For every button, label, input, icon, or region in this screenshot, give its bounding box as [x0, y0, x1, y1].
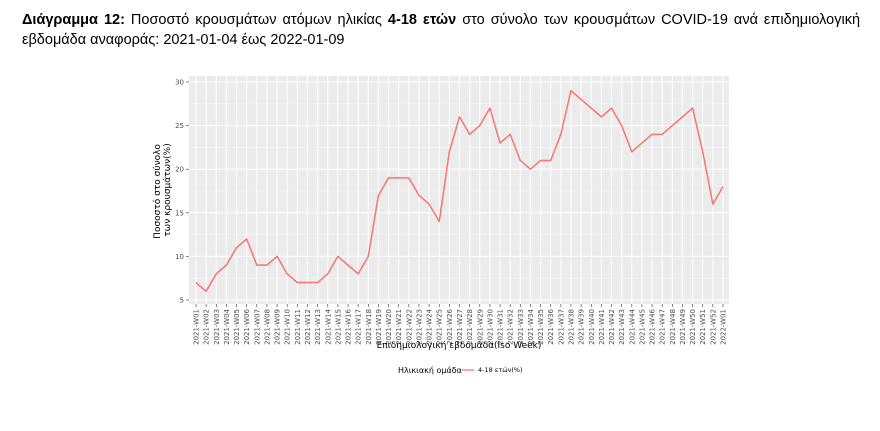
legend-entry-label: 4-18 ετών(%)	[478, 366, 523, 374]
x-tick-label: 2021-W19	[375, 309, 383, 345]
x-tick-label: 2021-W44	[628, 308, 636, 344]
x-tick-label: 2021-W15	[334, 309, 342, 345]
x-tick-label: 2021-W43	[618, 309, 626, 345]
x-axis-ticks: 2021-W01 2021-W02 2021-W03 2021-W04 2021-W05…	[193, 304, 728, 345]
x-tick-label: 2021-W24	[426, 308, 434, 344]
x-tick-label: 2022-W01	[720, 309, 728, 345]
caption-age-group: 4-18 ετών	[387, 12, 457, 28]
x-tick-label: 2021-W35	[537, 309, 545, 345]
legend: Ηλικιακή ομάδα 4-18 ετών(%)	[398, 366, 523, 375]
x-tick-label: 2021-W23	[415, 309, 423, 345]
caption-lead: Διάγραμμα 12:	[22, 12, 125, 28]
y-axis-ticks: 5 10 15 20 25 30	[175, 79, 189, 305]
figure-caption: Διάγραμμα 12: Ποσοστό κρουσμάτων ατόμων …	[22, 10, 860, 50]
x-tick-label: 2021-W28	[466, 309, 474, 345]
x-tick-label: 2021-W04	[223, 308, 231, 344]
y-tick-label: 20	[175, 166, 184, 174]
x-tick-label: 2021-W02	[203, 309, 211, 345]
x-tick-label: 2021-W17	[355, 309, 363, 345]
series-line	[195, 89, 724, 293]
x-tick-label: 2021-W18	[365, 309, 373, 345]
x-axis-title: Επιδημιολογική εβδομάδα(Iso Week)	[377, 341, 542, 351]
x-tick-label: 2021-W30	[486, 309, 494, 345]
x-tick-label: 2021-W12	[304, 309, 312, 345]
x-tick-label: 2021-W40	[588, 309, 596, 345]
x-tick-label: 2021-W51	[699, 309, 707, 345]
legend-title: Ηλικιακή ομάδα	[398, 366, 462, 375]
x-tick-label: 2021-W22	[405, 309, 413, 345]
x-tick-label: 2021-W20	[385, 309, 393, 345]
x-tick-label: 2021-W03	[213, 309, 221, 345]
y-tick-label: 5	[180, 297, 184, 305]
x-tick-label: 2021-W39	[578, 309, 586, 345]
y-axis-title-line-2: των κρουσμάτων(%)	[163, 143, 173, 237]
x-tick-label: 2021-W37	[557, 309, 565, 345]
y-tick-label: 10	[175, 253, 184, 261]
grid-lines	[189, 76, 729, 304]
y-axis-title: Ποσοστό στο σύνολο των κρουσμάτων(%)	[152, 141, 173, 239]
y-tick-label: 30	[175, 79, 184, 87]
x-tick-label: 2021-W49	[679, 309, 687, 345]
x-tick-label: 2021-W31	[497, 309, 505, 345]
x-tick-label: 2021-W52	[709, 309, 717, 345]
x-tick-label: 2021-W45	[638, 309, 646, 345]
x-tick-label: 2021-W25	[436, 309, 444, 345]
x-tick-label: 2021-W16	[345, 308, 353, 344]
x-tick-label: 2021-W33	[517, 309, 525, 345]
x-tick-label: 2021-W48	[669, 309, 677, 345]
x-tick-label: 2021-W41	[598, 309, 606, 345]
series-group	[195, 89, 724, 293]
x-tick-label: 2021-W14	[324, 308, 332, 344]
y-tick-label: 25	[175, 122, 184, 130]
x-tick-label: 2021-W34	[527, 308, 535, 344]
x-tick-label: 2021-W29	[476, 309, 484, 345]
x-tick-label: 2021-W05	[233, 309, 241, 345]
caption-text-2: στο σύνολο των κρουσμάτων COVID-19 ανά ε…	[22, 12, 861, 48]
x-tick-label: 2021-W47	[659, 309, 667, 345]
x-tick-label: 2021-W13	[314, 309, 322, 345]
y-axis-title-line-1: Ποσοστό στο σύνολο	[152, 144, 163, 239]
x-tick-label: 2021-W21	[395, 309, 403, 345]
x-tick-label: 2021-W09	[274, 309, 282, 345]
x-tick-label: 2021-W01	[193, 309, 201, 345]
x-tick-label: 2021-W08	[263, 309, 271, 345]
x-tick-label: 2021-W36	[547, 308, 555, 344]
x-tick-label: 2021-W10	[284, 309, 292, 345]
x-tick-label: 2021-W11	[294, 309, 302, 345]
x-tick-label: 2021-W38	[567, 309, 575, 345]
caption-text-1: Ποσοστό κρουσμάτων ατόμων ηλικίας	[124, 12, 388, 28]
x-tick-label: 2021-W06	[243, 308, 251, 344]
x-tick-label: 2021-W27	[456, 309, 464, 345]
x-tick-label: 2021-W50	[689, 309, 697, 345]
x-tick-label: 2021-W32	[507, 309, 515, 345]
y-tick-label: 15	[175, 209, 184, 217]
x-tick-label: 2021-W26	[446, 308, 454, 344]
x-tick-label: 2021-W42	[608, 309, 616, 345]
x-tick-label: 2021-W07	[253, 309, 261, 345]
x-tick-label: 2021-W46	[649, 308, 657, 344]
